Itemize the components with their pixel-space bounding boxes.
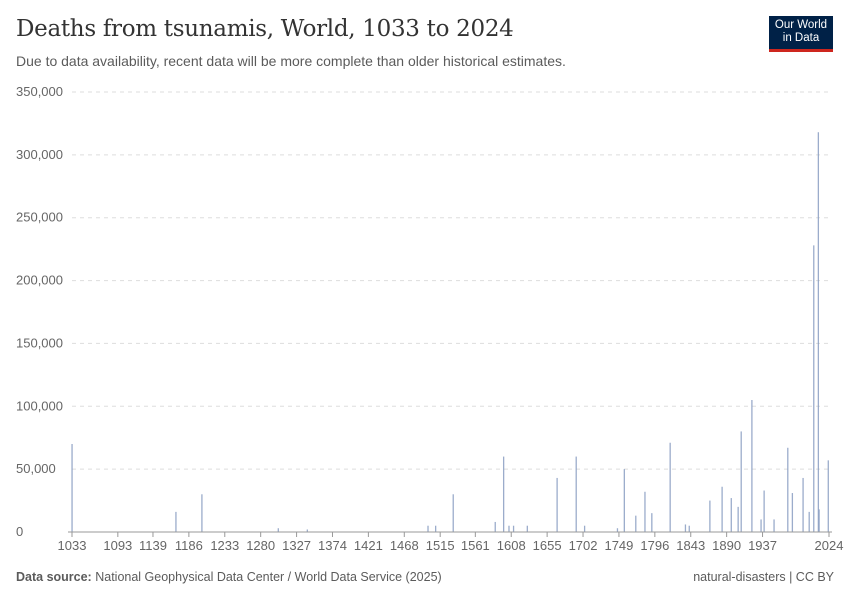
x-tick-label: 1702 [569,538,598,553]
bar [427,525,429,532]
x-tick-label: 2024 [815,538,844,553]
chart-title: Deaths from tsunamis, World, 1033 to 202… [16,16,514,42]
chart-subtitle: Due to data availability, recent data wi… [16,53,566,69]
bar [721,486,723,532]
x-tick-label: 1327 [282,538,311,553]
bar [556,477,558,532]
y-tick-label: 300,000 [16,147,63,162]
x-tick-label: 1515 [426,538,455,553]
x-tick-label: 1093 [103,538,132,553]
source-link[interactable]: National Geophysical Data Center / World… [95,570,442,584]
x-tick-label: 1749 [604,538,633,553]
y-tick-label: 0 [16,524,23,539]
y-tick-label: 150,000 [16,335,63,350]
y-tick-label: 100,000 [16,398,63,413]
bar [760,519,762,532]
bar [306,529,308,532]
bar [502,456,505,532]
y-tick-label: 350,000 [16,84,63,99]
bar [763,490,765,532]
bar [512,525,515,532]
bar [791,493,794,532]
x-tick-label: 1421 [354,538,383,553]
bar [508,525,510,532]
bar [751,400,753,532]
bar [773,519,775,532]
x-tick-label: 1139 [139,538,167,553]
license[interactable]: natural-disasters | CC BY [693,570,834,584]
bar [709,500,711,532]
bar [813,245,815,532]
bar [669,442,671,532]
x-tick-label: 1280 [246,538,275,553]
y-tick-label: 250,000 [16,210,63,225]
bar [808,511,810,532]
bar [818,509,820,532]
x-tick-label: 1890 [712,538,741,553]
x-tick-label: 1033 [58,538,87,553]
bar [435,525,437,532]
bar [737,506,739,532]
bar [684,524,687,532]
data-source: Data source: National Geophysical Data C… [16,570,442,584]
bar [575,456,577,532]
bar [623,469,625,532]
x-tick-label: 1937 [748,538,777,553]
x-tick-label: 1843 [676,538,705,553]
bar [688,525,690,532]
x-tick-label: 1233 [210,538,239,553]
x-tick-label: 1608 [497,538,526,553]
bar [827,460,829,532]
bar [740,431,742,532]
bar [277,528,279,532]
x-tick-label: 1374 [318,538,347,553]
bar [71,444,73,532]
bar [583,525,586,532]
source-label: Data source: [16,570,92,584]
bar [175,511,177,532]
bar [616,528,619,532]
x-tick-label: 1561 [461,538,490,553]
bar [730,498,732,532]
bar [635,515,637,532]
x-tick-label: 1796 [640,538,669,553]
bar [526,525,528,532]
x-tick-label: 1655 [533,538,562,553]
bar [644,491,646,532]
bar [494,521,496,532]
y-tick-label: 200,000 [16,273,63,288]
bar [787,447,789,532]
y-tick-label: 50,000 [16,461,56,476]
bar [817,132,820,532]
bar [651,513,653,532]
bar [201,494,203,532]
bar [452,494,454,532]
owid-logo[interactable]: Our World in Data [769,16,833,52]
bar [802,477,804,532]
x-tick-label: 1468 [390,538,419,553]
x-tick-label: 1186 [175,538,203,553]
